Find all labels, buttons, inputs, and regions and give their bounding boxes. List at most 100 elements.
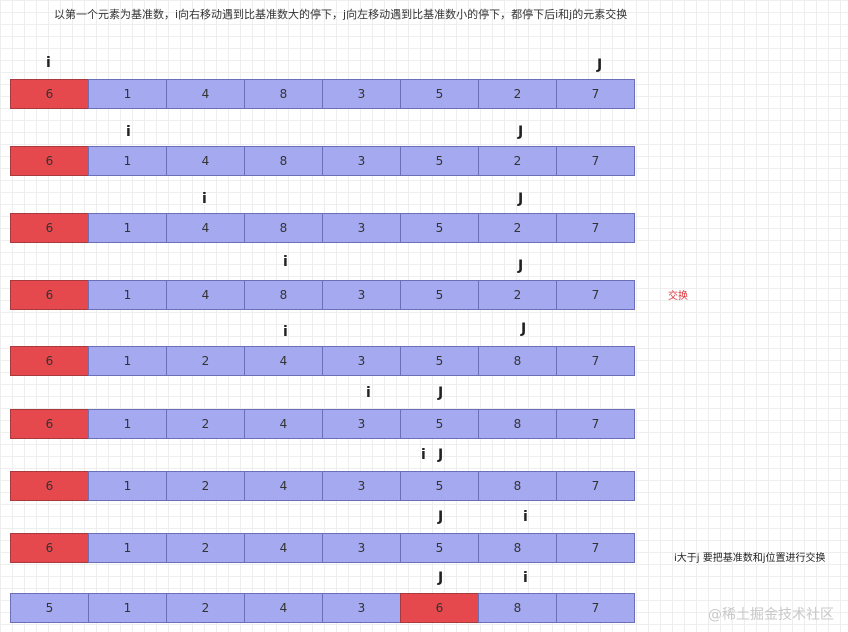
pointer-j: J xyxy=(518,191,524,207)
array-cell: 7 xyxy=(556,409,635,439)
pointer-j: J xyxy=(518,124,524,140)
array-cell: 2 xyxy=(166,593,245,623)
array-cell: 4 xyxy=(244,346,323,376)
array-cell: 3 xyxy=(322,280,401,310)
array-cell: 5 xyxy=(400,471,479,501)
pivot-cell: 6 xyxy=(10,213,89,243)
array-cell: 1 xyxy=(88,346,167,376)
array-cell: 3 xyxy=(322,346,401,376)
array-cell: 8 xyxy=(478,593,557,623)
array-cell: 1 xyxy=(88,409,167,439)
array-cell: 5 xyxy=(400,409,479,439)
pointer-i: i xyxy=(523,509,528,525)
array-cell: 4 xyxy=(244,471,323,501)
pointer-i: i xyxy=(421,447,426,463)
array-cell: 5 xyxy=(400,280,479,310)
pivot-cell: 6 xyxy=(10,533,89,563)
pointer-j: J xyxy=(438,570,444,586)
array-cell: 2 xyxy=(166,471,245,501)
array-cell: 7 xyxy=(556,533,635,563)
watermark: @稀土掘金技术社区 xyxy=(708,607,834,623)
array-cell: 5 xyxy=(400,79,479,109)
array-cell: 3 xyxy=(322,593,401,623)
array-cell: 1 xyxy=(88,146,167,176)
array-cell: 1 xyxy=(88,533,167,563)
array-cell: 1 xyxy=(88,213,167,243)
array-cell: 4 xyxy=(244,409,323,439)
array-cell: 8 xyxy=(244,146,323,176)
array-cell: 4 xyxy=(166,79,245,109)
array-cell: 8 xyxy=(478,533,557,563)
array-cell: 2 xyxy=(166,346,245,376)
array-cell: 8 xyxy=(478,409,557,439)
pivot-cell: 6 xyxy=(400,593,479,623)
pointer-j: J xyxy=(521,321,527,337)
array-cell: 5 xyxy=(400,213,479,243)
array-cell: 2 xyxy=(166,409,245,439)
array-cell: 7 xyxy=(556,213,635,243)
pointer-j: J xyxy=(597,57,603,73)
array-cell: 2 xyxy=(478,280,557,310)
array-cell: 4 xyxy=(244,593,323,623)
array-cell: 5 xyxy=(400,533,479,563)
array-cell: 3 xyxy=(322,79,401,109)
array-cell: 1 xyxy=(88,593,167,623)
array-cell: 8 xyxy=(244,280,323,310)
array-cell: 5 xyxy=(10,593,89,623)
array-cell: 1 xyxy=(88,471,167,501)
array-cell: 7 xyxy=(556,346,635,376)
array-cell: 4 xyxy=(244,533,323,563)
pivot-cell: 6 xyxy=(10,471,89,501)
array-cell: 7 xyxy=(556,593,635,623)
array-cell: 2 xyxy=(478,146,557,176)
array-cell: 7 xyxy=(556,146,635,176)
pointer-j: J xyxy=(438,509,444,525)
diagram-title: 以第一个元素为基准数，i向右移动遇到比基准数大的停下，j向左移动遇到比基准数小的… xyxy=(54,8,628,21)
step-note: i大于j 要把基准数和j位置进行交换 xyxy=(674,553,826,564)
step-note: 交换 xyxy=(668,291,688,302)
pivot-cell: 6 xyxy=(10,146,89,176)
array-cell: 1 xyxy=(88,79,167,109)
array-cell: 2 xyxy=(478,79,557,109)
array-cell: 8 xyxy=(478,471,557,501)
array-cell: 2 xyxy=(478,213,557,243)
array-cell: 7 xyxy=(556,79,635,109)
array-cell: 7 xyxy=(556,280,635,310)
array-cell: 1 xyxy=(88,280,167,310)
array-cell: 4 xyxy=(166,146,245,176)
array-cell: 8 xyxy=(244,213,323,243)
pointer-i: i xyxy=(283,324,288,340)
array-cell: 7 xyxy=(556,471,635,501)
pivot-cell: 6 xyxy=(10,79,89,109)
array-cell: 8 xyxy=(478,346,557,376)
pointer-i: i xyxy=(523,570,528,586)
pointer-i: i xyxy=(46,55,51,71)
array-cell: 5 xyxy=(400,146,479,176)
pivot-cell: 6 xyxy=(10,280,89,310)
array-cell: 8 xyxy=(244,79,323,109)
array-cell: 4 xyxy=(166,280,245,310)
array-cell: 4 xyxy=(166,213,245,243)
pivot-cell: 6 xyxy=(10,409,89,439)
array-cell: 5 xyxy=(400,346,479,376)
pointer-j: J xyxy=(438,447,444,463)
pivot-cell: 6 xyxy=(10,346,89,376)
array-cell: 3 xyxy=(322,409,401,439)
array-cell: 2 xyxy=(166,533,245,563)
pointer-j: J xyxy=(438,385,444,401)
pointer-i: i xyxy=(202,191,207,207)
array-cell: 3 xyxy=(322,146,401,176)
array-cell: 3 xyxy=(322,213,401,243)
array-cell: 3 xyxy=(322,533,401,563)
array-cell: 3 xyxy=(322,471,401,501)
pointer-i: i xyxy=(126,124,131,140)
pointer-i: i xyxy=(366,385,371,401)
pointer-i: i xyxy=(283,254,288,270)
